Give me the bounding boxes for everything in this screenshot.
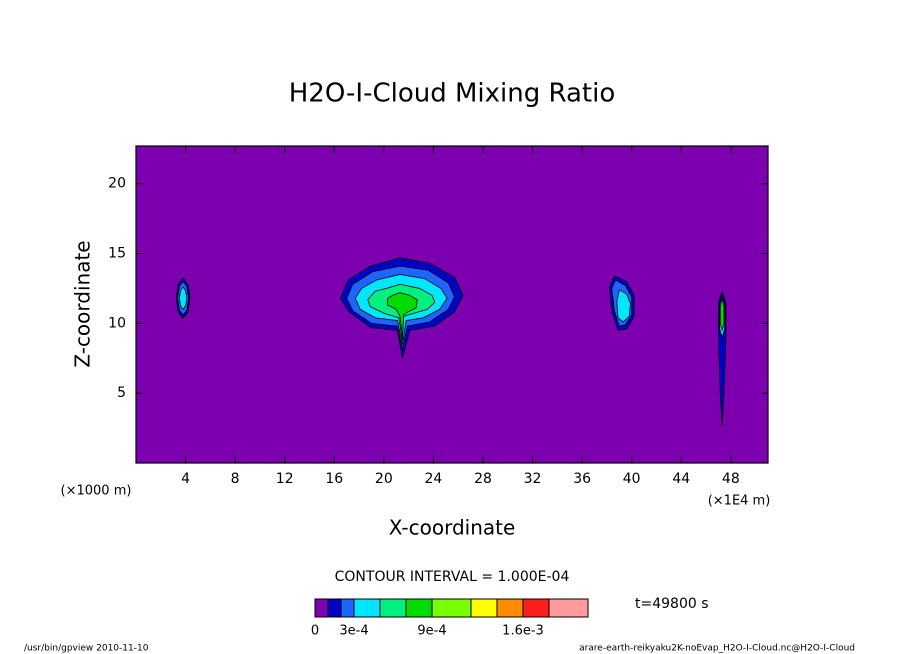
colorbar-box [522, 598, 550, 618]
y-tick-label: 5 [117, 385, 126, 401]
y-tick-label: 10 [108, 315, 126, 331]
x-tick-label: 8 [231, 471, 240, 487]
colorbar-tick-label: 3e-4 [339, 624, 368, 639]
x-tick-label: 20 [375, 471, 393, 487]
x-tick-label: 32 [524, 471, 542, 487]
colorbar-box [314, 598, 329, 618]
x-tick-label: 28 [474, 471, 492, 487]
contour-region [719, 297, 725, 331]
colorbar-box [405, 598, 433, 618]
x-unit-left: (×1000 m) [61, 484, 132, 499]
x-tick-label: 48 [722, 471, 740, 487]
contour-interval: CONTOUR INTERVAL = 1.000E-04 [335, 569, 570, 585]
colorbar-box [379, 598, 407, 618]
time-label: t=49800 s [635, 596, 709, 612]
y-axis-label: Z-coordinate [71, 240, 95, 367]
x-tick-label: 16 [325, 471, 343, 487]
colorbar-box [340, 598, 355, 618]
x-tick-label: 12 [276, 471, 294, 487]
colorbar-tick-label: 0 [311, 624, 319, 639]
plot-frame [135, 145, 769, 464]
colorbar-tick-label: 9e-4 [417, 624, 446, 639]
x-tick-label: 44 [672, 471, 690, 487]
colorbar-box [353, 598, 381, 618]
x-tick-label: 40 [623, 471, 641, 487]
contour-region [616, 289, 631, 323]
contour-region [178, 286, 188, 310]
footer-left: /usr/bin/gpview 2010-11-10 [24, 644, 149, 654]
x-tick-label: 36 [573, 471, 591, 487]
footer-right: arare-earth-reikyaku2K-noEvap_H2O-I-Clou… [579, 644, 855, 654]
colorbar-box [548, 598, 589, 618]
x-tick-label: 24 [424, 471, 442, 487]
colorbar-box [431, 598, 472, 618]
x-unit-right: (×1E4 m) [708, 494, 771, 509]
colorbar-box [327, 598, 342, 618]
x-axis-label: X-coordinate [389, 516, 516, 540]
contour-region [387, 292, 418, 338]
colorbar-tick-label: 1.6e-3 [502, 624, 544, 639]
y-tick-label: 20 [108, 176, 126, 192]
y-tick-label: 15 [108, 246, 126, 262]
x-tick-label: 4 [181, 471, 190, 487]
chart-title: H2O-I-Cloud Mixing Ratio [289, 79, 616, 109]
colorbar-box [496, 598, 524, 618]
colorbar-box [470, 598, 498, 618]
